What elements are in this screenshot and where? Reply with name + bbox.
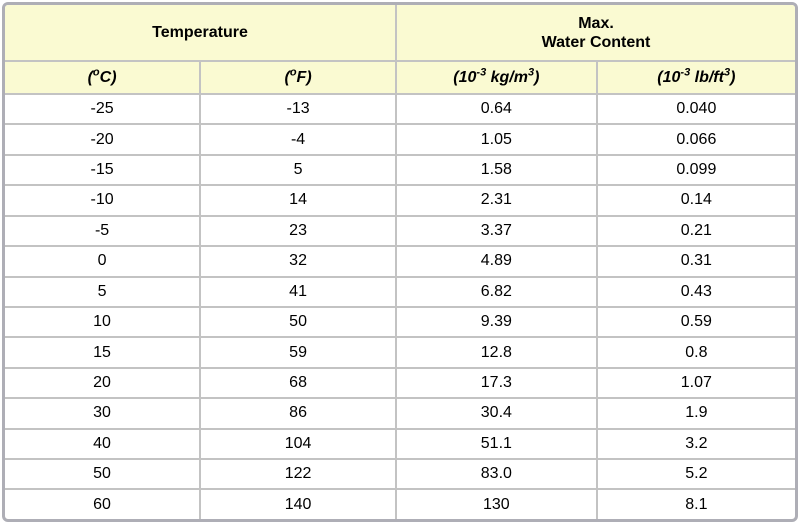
group-header-row: Temperature Max. Water Content [5, 5, 795, 62]
table-cell: 68 [199, 366, 398, 400]
table-cell: 5 [199, 153, 398, 187]
table-cell: 5 [5, 275, 202, 308]
table-row: 20 68 17.3 1.07 [5, 366, 795, 400]
table-cell: 104 [199, 427, 398, 461]
table-row: -5 23 3.37 0.21 [5, 214, 795, 248]
table-cell: 30 [5, 397, 202, 430]
table-cell: 41 [199, 275, 398, 308]
table-row: 30 86 30.4 1.9 [5, 397, 795, 430]
table-cell: 40 [5, 427, 202, 461]
table-row: 40 104 51.1 3.2 [5, 427, 795, 461]
table-cell: 17.3 [395, 366, 598, 400]
table-cell: -13 [199, 92, 398, 126]
table-cell: -10 [5, 184, 202, 217]
table-cell: 1.05 [395, 123, 598, 156]
table-cell: 130 [395, 488, 598, 519]
table-cell: 0.21 [595, 214, 795, 248]
table-row: 50 122 83.0 5.2 [5, 458, 795, 491]
table-cell: -15 [5, 153, 202, 187]
table-cell: 0.14 [595, 184, 795, 217]
table-cell: 0.040 [595, 92, 795, 126]
table-cell: 12.8 [395, 336, 598, 369]
table-cell: 50 [5, 458, 202, 491]
table-cell: 3.2 [595, 427, 795, 461]
table-cell: 51.1 [395, 427, 598, 461]
table-cell: 1.07 [595, 366, 795, 400]
table-cell: 3.37 [395, 214, 598, 248]
col-header-fahrenheit: (oF) [199, 60, 398, 95]
table-cell: 122 [199, 458, 398, 491]
table-cell: 0.43 [595, 275, 795, 308]
table-cell: 9.39 [395, 305, 598, 339]
table-row: 10 50 9.39 0.59 [5, 305, 795, 339]
table-cell: -5 [5, 214, 202, 248]
table-cell: 23 [199, 214, 398, 248]
table-cell: 14 [199, 184, 398, 217]
group-header-temperature: Temperature [5, 5, 398, 62]
table-cell: 32 [199, 245, 398, 278]
col-header-lb-ft3: (10-3 lb/ft3) [595, 60, 795, 95]
col-header-celsius: (oC) [5, 60, 202, 95]
table-cell: 15 [5, 336, 202, 369]
table-cell: 0.59 [595, 305, 795, 339]
table-row: 15 59 12.8 0.8 [5, 336, 795, 369]
table-cell: 0.066 [595, 123, 795, 156]
unit-header-row: (oC) (oF) (10-3 kg/m3) (10-3 lb/ft3) [5, 60, 795, 95]
table-cell: 0.31 [595, 245, 795, 278]
table-cell: 0.099 [595, 153, 795, 187]
table-cell: 50 [199, 305, 398, 339]
table-row: -15 5 1.58 0.099 [5, 153, 795, 187]
table-cell: 83.0 [395, 458, 598, 491]
table-cell: 4.89 [395, 245, 598, 278]
table-cell: 0.8 [595, 336, 795, 369]
table-cell: 10 [5, 305, 202, 339]
table-row: -20 -4 1.05 0.066 [5, 123, 795, 156]
col-header-kg-m3: (10-3 kg/m3) [395, 60, 598, 95]
table-cell: 140 [199, 488, 398, 519]
table-cell: 1.9 [595, 397, 795, 430]
table-cell: -20 [5, 123, 202, 156]
table-cell: 59 [199, 336, 398, 369]
table-header: Temperature Max. Water Content (oC) (oF) (10… [5, 5, 795, 95]
table-row: 60 140 130 8.1 [5, 488, 795, 519]
table-cell: 5.2 [595, 458, 795, 491]
table-row: 5 41 6.82 0.43 [5, 275, 795, 308]
table-cell: 1.58 [395, 153, 598, 187]
table-cell: 6.82 [395, 275, 598, 308]
table-cell: -25 [5, 92, 202, 126]
table-row: 0 32 4.89 0.31 [5, 245, 795, 278]
group-header-max-water-content: Max. Water Content [395, 5, 795, 62]
table-cell: 8.1 [595, 488, 795, 519]
table-cell: 60 [5, 488, 202, 519]
table-cell: 30.4 [395, 397, 598, 430]
table-cell: 86 [199, 397, 398, 430]
water-content-table: Temperature Max. Water Content (oC) (oF) (10… [5, 5, 795, 519]
table-row: -10 14 2.31 0.14 [5, 184, 795, 217]
table-cell: 2.31 [395, 184, 598, 217]
table-cell: -4 [199, 123, 398, 156]
table-cell: 0 [5, 245, 202, 278]
table-cell: 20 [5, 366, 202, 400]
table-body: -25 -13 0.64 0.040 -20 -4 1.05 0.066 -15 5 1.58 0.0… [5, 92, 795, 519]
table-cell: 0.64 [395, 92, 598, 126]
table-row: -25 -13 0.64 0.040 [5, 92, 795, 126]
